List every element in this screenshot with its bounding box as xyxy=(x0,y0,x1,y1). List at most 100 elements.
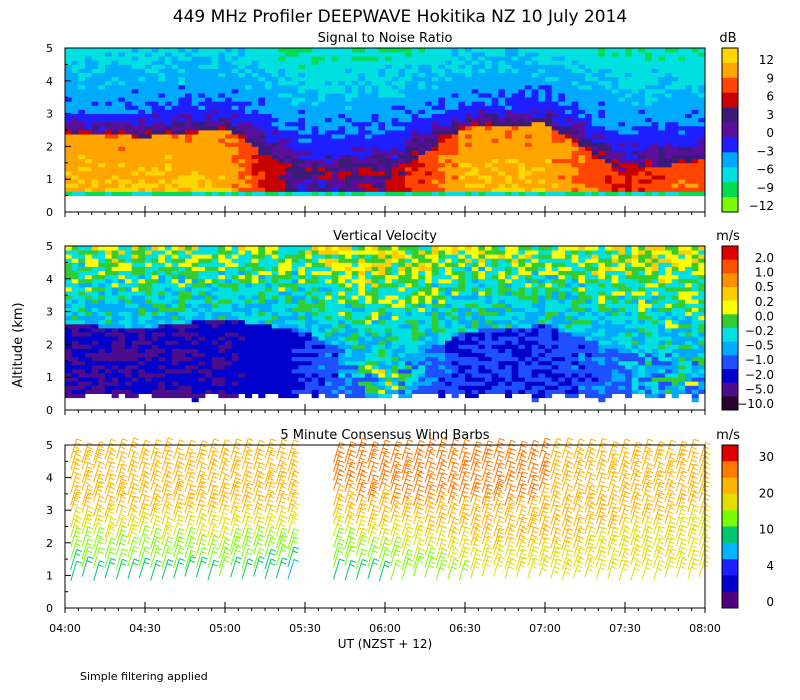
heatmap-cell xyxy=(558,134,566,139)
heatmap-cell xyxy=(385,93,393,98)
heatmap-cell xyxy=(298,56,306,61)
heatmap-cell xyxy=(71,393,79,399)
heatmap-cell xyxy=(238,369,246,374)
heatmap-cell xyxy=(245,323,253,329)
heatmap-cell xyxy=(238,332,246,337)
heatmap-cell xyxy=(85,377,93,382)
heatmap-cell xyxy=(298,138,306,143)
heatmap-cell xyxy=(285,282,293,288)
heatmap-cell xyxy=(691,80,699,86)
heatmap-cell xyxy=(325,130,333,135)
heatmap-cell xyxy=(431,48,439,53)
heatmap-cell xyxy=(131,84,139,90)
heatmap-cell xyxy=(298,134,306,139)
heatmap-cell xyxy=(465,89,473,94)
heatmap-cell xyxy=(211,262,219,267)
heatmap-cell xyxy=(651,162,659,168)
heatmap-cell xyxy=(311,76,319,82)
heatmap-cell xyxy=(191,64,199,69)
heatmap-cell xyxy=(305,254,313,259)
heatmap-cell xyxy=(151,295,159,300)
heatmap-cell xyxy=(491,56,499,61)
heatmap-cell xyxy=(385,80,393,86)
heatmap-cell xyxy=(245,389,253,394)
heatmap-cell xyxy=(438,56,446,61)
heatmap-cell xyxy=(91,291,99,296)
heatmap-cell xyxy=(558,80,566,86)
heatmap-cell xyxy=(651,142,659,147)
heatmap-cell xyxy=(65,113,73,119)
heatmap-cell xyxy=(118,109,126,114)
heatmap-cell xyxy=(571,162,579,168)
heatmap-cell xyxy=(105,287,113,292)
heatmap-cell xyxy=(525,48,533,53)
heatmap-cell xyxy=(98,48,106,53)
heatmap-cell xyxy=(251,295,259,300)
heatmap-cell xyxy=(218,377,226,382)
heatmap-cell xyxy=(318,80,326,86)
heatmap-cell xyxy=(211,183,219,188)
heatmap-cell xyxy=(71,287,79,292)
heatmap-cell xyxy=(445,171,453,176)
heatmap-cell xyxy=(85,307,93,312)
heatmap-cell xyxy=(658,64,666,69)
heatmap-cell xyxy=(245,373,253,378)
heatmap-cell xyxy=(71,48,79,53)
heatmap-cell xyxy=(245,315,253,321)
heatmap-cell xyxy=(65,393,73,399)
heatmap-cell xyxy=(411,64,419,69)
heatmap-cell xyxy=(178,262,186,267)
heatmap-cell xyxy=(65,250,73,255)
heatmap-cell xyxy=(305,93,313,98)
heatmap-cell xyxy=(131,373,139,378)
heatmap-cell xyxy=(378,171,386,176)
heatmap-cell xyxy=(258,311,266,317)
heatmap-cell xyxy=(478,150,486,155)
heatmap-cell xyxy=(511,80,519,86)
heatmap-cell xyxy=(625,89,633,94)
heatmap-cell xyxy=(85,134,93,139)
heatmap-cell xyxy=(345,117,353,123)
heatmap-cell xyxy=(158,377,166,382)
heatmap-cell xyxy=(105,319,113,325)
heatmap-cell xyxy=(191,340,199,345)
heatmap-cell xyxy=(331,162,339,168)
heatmap-cell xyxy=(505,80,513,86)
heatmap-cell xyxy=(285,311,293,317)
heatmap-cell xyxy=(305,97,313,102)
heatmap-cell xyxy=(591,109,599,114)
heatmap-cell xyxy=(185,130,193,135)
heatmap-cell xyxy=(118,150,126,155)
heatmap-cell xyxy=(71,299,79,304)
heatmap-cell xyxy=(171,146,179,151)
heatmap-cell xyxy=(65,191,73,196)
heatmap-cell xyxy=(85,146,93,151)
heatmap-cell xyxy=(431,171,439,176)
heatmap-cell xyxy=(78,389,86,394)
heatmap-cell xyxy=(78,191,86,196)
heatmap-cell xyxy=(265,303,273,308)
heatmap-cell xyxy=(311,282,319,288)
heatmap-cell xyxy=(438,93,446,98)
heatmap-cell xyxy=(158,125,166,131)
heatmap-cell xyxy=(125,154,133,160)
heatmap-cell xyxy=(605,158,613,164)
heatmap-cell xyxy=(151,80,159,86)
heatmap-cell xyxy=(665,191,673,196)
heatmap-cell xyxy=(178,295,186,300)
heatmap-cell xyxy=(251,80,259,86)
heatmap-cell xyxy=(111,97,119,102)
heatmap-cell xyxy=(685,130,693,135)
heatmap-cell xyxy=(71,282,79,288)
heatmap-cell xyxy=(511,101,519,106)
heatmap-cell xyxy=(185,385,193,390)
heatmap-cell xyxy=(365,158,373,164)
heatmap-cell xyxy=(118,146,126,151)
heatmap-cell xyxy=(298,348,306,353)
heatmap-cell xyxy=(638,187,646,192)
heatmap-cell xyxy=(398,191,406,196)
heatmap-cell xyxy=(231,84,239,90)
heatmap-cell xyxy=(165,125,173,131)
heatmap-cell xyxy=(78,336,86,341)
heatmap-cell xyxy=(458,64,466,69)
